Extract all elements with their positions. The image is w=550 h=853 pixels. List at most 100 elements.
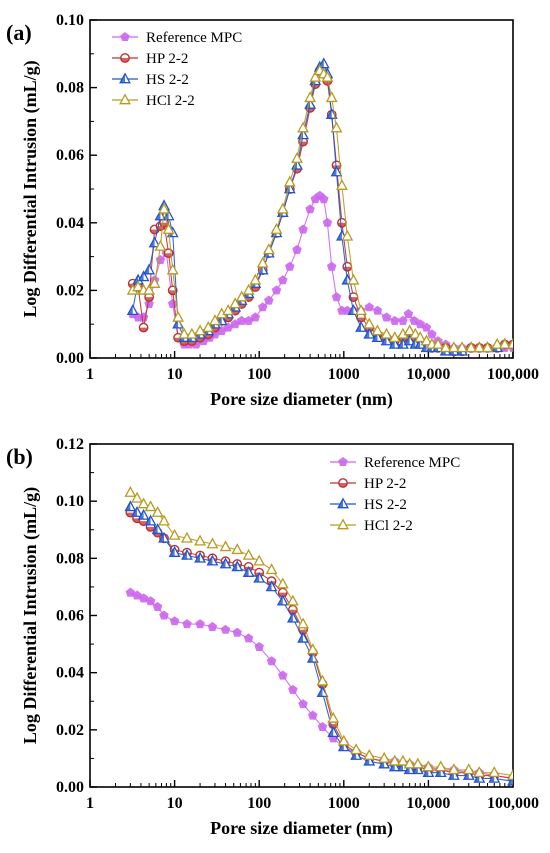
data-point <box>491 337 504 349</box>
data-point <box>308 710 318 720</box>
data-point <box>242 566 255 577</box>
data-point <box>447 341 460 353</box>
legend-marker <box>120 53 130 63</box>
data-point <box>316 674 329 686</box>
x-axis-title: Pore size diameter (nm) <box>210 389 393 410</box>
data-point <box>286 594 299 606</box>
data-point <box>182 619 192 629</box>
data-point <box>159 610 169 620</box>
data-point <box>124 500 137 512</box>
data-point <box>414 331 427 343</box>
data-point <box>355 320 367 332</box>
data-point <box>232 627 242 637</box>
data-point <box>283 175 296 187</box>
data-point <box>297 121 309 133</box>
data-point <box>271 285 282 295</box>
x-tick-label: 100 <box>247 366 271 383</box>
data-point <box>473 341 486 353</box>
data-point <box>306 643 319 655</box>
chart-panel-a: 1 10 100 1000 10,000 100,000 0.00 0.02 0.04 0.06 0… <box>6 12 539 410</box>
data-point <box>337 734 350 746</box>
x-tick-label: 1 <box>86 366 94 383</box>
data-point <box>254 641 264 652</box>
panel-label: (b) <box>6 444 33 469</box>
data-point <box>297 631 309 643</box>
data-point <box>372 305 383 315</box>
data-point <box>144 292 155 303</box>
data-point <box>326 261 337 271</box>
plot-frame <box>89 19 514 359</box>
data-point <box>327 726 340 738</box>
y-axis-title: Log Differential Intrusion (mL/g) <box>20 60 41 317</box>
y-tick-label: 0.10 <box>56 12 84 29</box>
data-point <box>278 670 288 680</box>
data-point <box>363 317 376 329</box>
data-point <box>319 194 329 204</box>
legend-label: HS 2-2 <box>364 497 407 513</box>
series-line <box>132 195 513 349</box>
data-point <box>206 537 219 549</box>
data-point <box>285 261 295 271</box>
data-point <box>144 514 157 526</box>
data-point <box>229 297 242 309</box>
data-point <box>151 505 164 517</box>
data-point <box>243 633 254 643</box>
data-point <box>144 500 157 512</box>
x-tick-label: 100 <box>247 795 271 812</box>
data-point <box>158 531 170 543</box>
x-axis-title: Pore size diameter (nm) <box>210 818 393 839</box>
data-point <box>194 534 206 546</box>
legend-label: HP 2-2 <box>364 476 406 492</box>
legend-marker <box>338 478 348 488</box>
data-point <box>262 243 275 255</box>
series-hcl-2-2 <box>124 485 513 780</box>
x-tick-label: 1 <box>86 795 94 812</box>
data-point <box>158 514 170 526</box>
data-point <box>421 322 432 332</box>
data-point <box>222 304 235 316</box>
legend-entry: HP 2-2 <box>330 476 406 492</box>
legend-entry: HCl 2-2 <box>330 518 413 534</box>
legend-marker <box>120 32 130 42</box>
data-point <box>132 280 144 292</box>
data-point <box>265 563 278 575</box>
legend-entry: Reference MPC <box>330 455 460 471</box>
data-point <box>219 557 232 569</box>
data-point <box>169 616 180 626</box>
legend-entry: HCl 2-2 <box>112 93 195 109</box>
data-point <box>202 320 215 332</box>
data-point <box>381 312 392 322</box>
data-point <box>288 684 298 694</box>
data-point <box>325 91 338 103</box>
legend-entry: HP 2-2 <box>112 51 188 67</box>
data-point <box>507 768 513 780</box>
data-point <box>148 236 161 248</box>
data-point <box>380 334 393 346</box>
series-hcl-2-2 <box>126 64 513 353</box>
series-line <box>132 70 513 352</box>
data-point <box>322 217 333 227</box>
data-point <box>432 337 444 349</box>
legend-marker <box>337 518 349 530</box>
data-point <box>207 621 218 632</box>
data-point <box>388 331 401 343</box>
data-point <box>350 743 363 755</box>
x-tick-label: 10 <box>167 366 183 383</box>
data-point <box>298 699 308 709</box>
data-point <box>138 593 149 603</box>
data-point <box>172 310 185 322</box>
data-point <box>137 270 150 282</box>
data-point <box>341 229 354 241</box>
x-tick-label: 10 <box>167 795 183 812</box>
data-point <box>291 151 303 163</box>
data-point <box>327 711 340 723</box>
y-tick-label: 0.04 <box>56 215 84 232</box>
data-point <box>265 580 278 592</box>
data-point <box>231 543 244 555</box>
data-point <box>266 656 277 666</box>
legend-marker <box>119 72 131 84</box>
series-hp-2-2 <box>125 507 513 784</box>
data-point <box>422 760 435 772</box>
data-point <box>447 763 460 775</box>
data-point <box>148 277 161 288</box>
